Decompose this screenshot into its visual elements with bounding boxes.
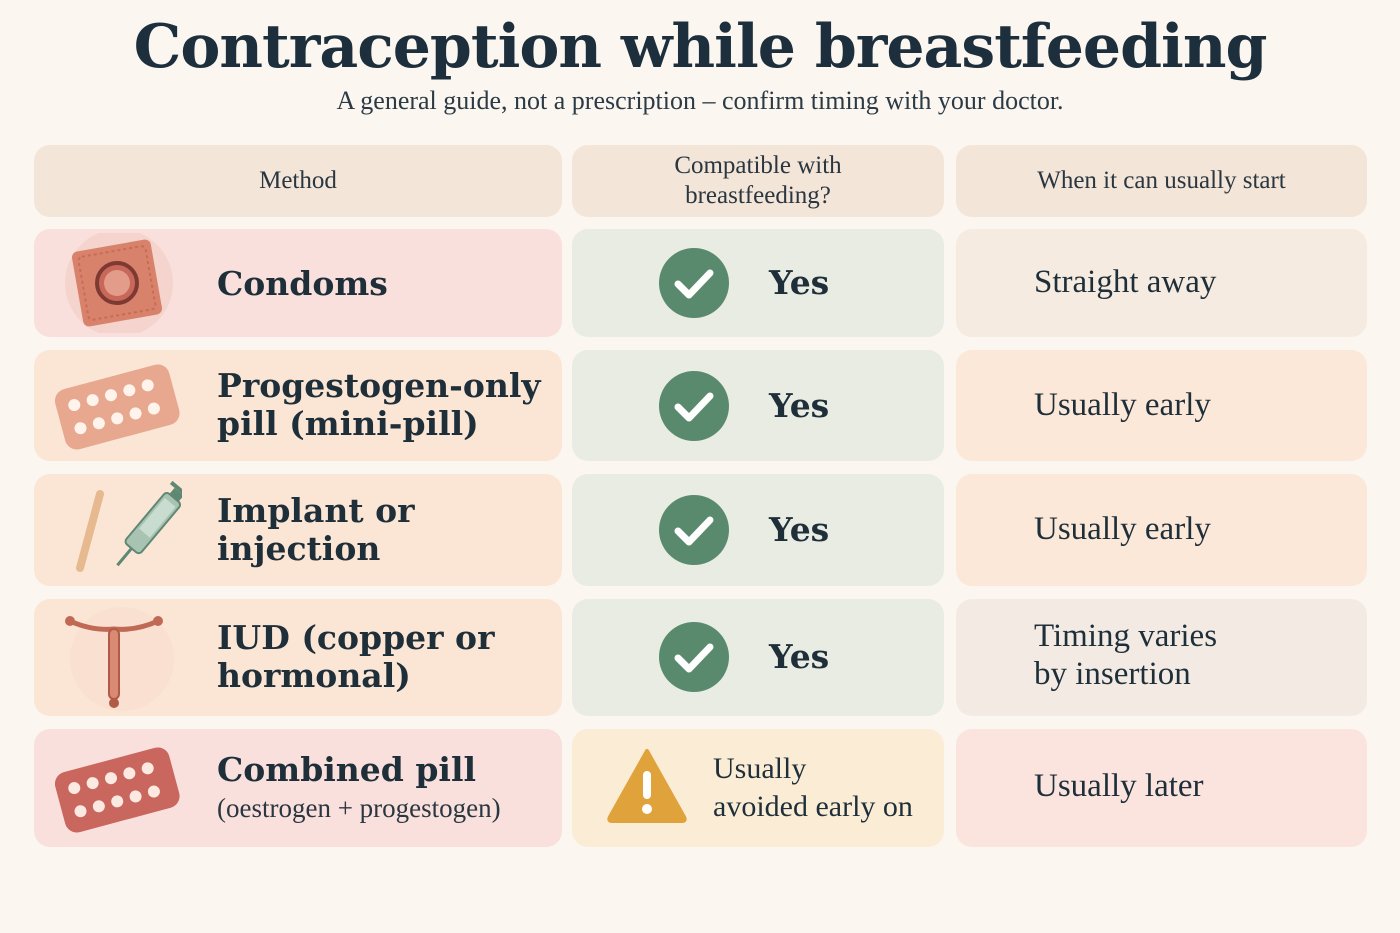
table-row-compatible: Yes	[572, 474, 944, 586]
table-row-compatible: Yes	[572, 350, 944, 461]
table-row-start: Straight away	[956, 229, 1367, 337]
method-label: Combined pill (oestrogen + progestogen)	[217, 751, 501, 827]
header-compatible: Compatible with breastfeeding?	[572, 145, 944, 217]
table-row-start: Usually early	[956, 350, 1367, 461]
header-start-label: When it can usually start	[1037, 167, 1286, 194]
table-row-start: Timing varies by insertion	[956, 599, 1367, 716]
table-row-method: Condoms	[34, 229, 562, 337]
table-row-method: IUD (copper or hormonal)	[34, 599, 562, 716]
page-title: Contraception while breastfeeding	[133, 12, 1268, 82]
header-compatible-label: Compatible with breastfeeding?	[674, 152, 842, 209]
method-sub-label: (oestrogen + progestogen)	[217, 793, 501, 823]
checkmark-icon	[658, 621, 730, 693]
checkmark-icon	[658, 247, 730, 319]
checkmark-icon	[658, 370, 730, 442]
pill-pack-icon	[52, 356, 182, 456]
start-label: Usually later	[1034, 768, 1204, 804]
combined-pill-pack-icon	[52, 739, 182, 839]
table-row-start: Usually later	[956, 729, 1367, 847]
compatible-label: Yes	[769, 637, 830, 676]
compatible-label: Yes	[769, 386, 830, 425]
implant-syringe-icon	[52, 480, 191, 580]
table-row-compatible: Yes	[572, 229, 944, 337]
iud-icon	[52, 607, 182, 711]
method-label: Condoms	[217, 264, 388, 303]
table-row-method: Progestogen-only pill (mini-pill)	[34, 350, 562, 461]
start-label: Usually early	[1034, 511, 1211, 547]
start-label: Straight away	[1034, 264, 1217, 300]
table-row-compatible: Usually avoided early on	[572, 729, 944, 847]
table-row-start: Usually early	[956, 474, 1367, 586]
table-row-method: Implant or injection	[34, 474, 562, 586]
header-start: When it can usually start	[956, 145, 1367, 217]
page-subtitle: A general guide, not a prescription – co…	[336, 86, 1064, 115]
checkmark-icon	[658, 494, 730, 566]
warning-icon	[606, 747, 688, 823]
compatible-label: Yes	[769, 263, 830, 302]
header-method: Method	[34, 145, 562, 217]
method-label: Progestogen-only pill (mini-pill)	[217, 366, 541, 443]
condom-icon	[52, 229, 182, 337]
start-label: Timing varies by insertion	[1034, 618, 1218, 692]
header-method-label: Method	[259, 167, 337, 194]
compatible-label: Usually avoided early on	[713, 752, 913, 823]
method-label: IUD (copper or hormonal)	[217, 618, 495, 695]
table-row-compatible: Yes	[572, 599, 944, 716]
table-row-method: Combined pill (oestrogen + progestogen)	[34, 729, 562, 847]
method-label: Implant or injection	[217, 491, 415, 568]
start-label: Usually early	[1034, 387, 1211, 423]
compatible-label: Yes	[769, 510, 830, 549]
